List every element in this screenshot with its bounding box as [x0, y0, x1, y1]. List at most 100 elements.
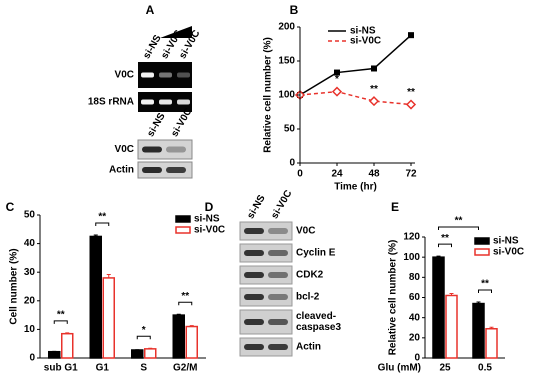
significance: ** [455, 216, 463, 227]
band [268, 272, 288, 278]
y-tick-label: 0 [414, 353, 420, 364]
panel-label: E [391, 200, 399, 214]
bar [185, 325, 198, 359]
x-tick-label: 72 [405, 169, 417, 180]
y-tick-label: 80 [409, 272, 421, 283]
error-bar [476, 301, 481, 304]
marker [408, 32, 414, 39]
row-label: V0C [115, 144, 134, 155]
band [141, 99, 154, 105]
marker [371, 65, 377, 72]
band [141, 72, 154, 78]
annotation: ** [370, 84, 378, 95]
legend-label: si-V0C [350, 36, 381, 47]
band [142, 167, 162, 173]
y-tick-label: 200 [278, 22, 295, 33]
error-bar [449, 292, 454, 296]
error-bar [436, 255, 441, 258]
x-tick-label: 25 [439, 363, 451, 374]
blot [239, 265, 293, 285]
bracket [136, 335, 151, 340]
legend-label: si-NS [194, 214, 220, 225]
wedge [160, 26, 192, 38]
bar [61, 332, 74, 359]
bar [89, 235, 102, 359]
bracket [178, 301, 193, 306]
legend-swatch [175, 215, 191, 223]
error-bar [176, 313, 181, 316]
panel-label: D [205, 200, 214, 214]
bracket [95, 222, 110, 227]
row-label: Actin [109, 165, 134, 176]
y-tick-label: 30 [24, 267, 36, 278]
lane-label: si-V0C [269, 188, 294, 220]
legend-swatch [474, 237, 490, 245]
marker [368, 96, 380, 107]
band [142, 146, 162, 153]
legend-swatch [474, 248, 490, 256]
significance: ** [181, 291, 189, 302]
line [299, 90, 412, 106]
bar [102, 277, 115, 359]
x-axis-label: Time (hr) [334, 182, 377, 193]
x-tick-label: G2/M [173, 363, 197, 374]
row-label: V0C [115, 70, 134, 81]
marker [331, 86, 343, 97]
bracket [438, 243, 452, 248]
legend-label: si-NS [350, 26, 376, 37]
legend-label: si-V0C [493, 247, 524, 258]
row-label: 18S rRNA [88, 97, 134, 108]
blot [239, 243, 293, 263]
annotation: ** [407, 87, 415, 98]
band [159, 99, 172, 105]
band [244, 250, 264, 256]
y-tick-label: 20 [409, 332, 421, 343]
blot [137, 139, 193, 160]
y-axis-label: Cell number (%) [9, 248, 20, 324]
bar [472, 302, 485, 359]
y-tick-label: 50 [284, 124, 296, 135]
error-bar [148, 347, 153, 349]
band [244, 228, 264, 234]
y-tick-label: 10 [24, 324, 36, 335]
error-bar [489, 326, 494, 329]
band [159, 72, 172, 78]
x-tick-label: 0.5 [478, 363, 492, 374]
row-label: Cyclin E [296, 248, 336, 259]
band [268, 250, 288, 256]
y-tick-label: 120 [403, 232, 420, 243]
line [299, 34, 412, 96]
panel-label: C [6, 200, 15, 214]
band [244, 319, 264, 325]
y-tick-label: 0 [289, 158, 295, 169]
error-bar [189, 325, 194, 327]
band [177, 72, 190, 78]
bar [144, 348, 157, 359]
legend-swatch [175, 226, 191, 234]
row-label: bcl-2 [296, 292, 320, 303]
blot [239, 221, 293, 241]
x-tick-label: 48 [368, 169, 380, 180]
lane-label: si-NS [145, 111, 167, 139]
y-tick-label: 0 [29, 353, 35, 364]
significance: * [142, 325, 146, 336]
blot [137, 161, 193, 179]
y-tick-label: 100 [403, 252, 420, 263]
x-tick-label: G1 [96, 363, 110, 374]
significance: ** [441, 233, 449, 244]
band [166, 146, 186, 153]
bar [432, 256, 445, 359]
significance: ** [57, 309, 65, 320]
bar [445, 294, 458, 359]
row-label: cleaved- [296, 311, 336, 322]
significance: ** [481, 279, 489, 290]
x-tick-label: S [140, 363, 147, 374]
band [268, 228, 288, 234]
legend-label: si-V0C [194, 225, 225, 236]
band [244, 344, 264, 350]
x-tick-label: 24 [331, 169, 343, 180]
blot [239, 287, 293, 307]
band [177, 99, 190, 105]
significance: ** [98, 212, 106, 223]
